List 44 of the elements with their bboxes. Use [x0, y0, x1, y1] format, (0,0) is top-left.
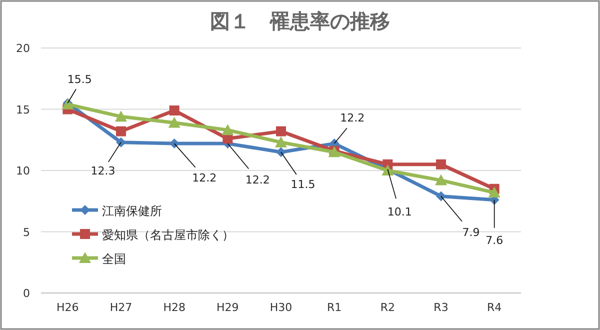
point [435, 174, 447, 186]
x-tick-label: H29 [216, 301, 239, 314]
point [488, 186, 500, 198]
x-tick-label: R3 [434, 301, 448, 314]
point [222, 124, 234, 136]
point [116, 137, 126, 148]
legend-item: 全国 [72, 252, 126, 266]
point [436, 191, 446, 202]
y-tick-label: 5 [23, 226, 30, 239]
legend-label: 愛知県（名古屋市除く） [102, 228, 234, 242]
data-label: 11.5 [290, 178, 316, 192]
y-tick-label: 0 [23, 287, 30, 300]
point [169, 105, 180, 116]
x-tick-label: H28 [163, 301, 186, 314]
data-label: 10.1 [387, 205, 412, 218]
point [436, 159, 446, 170]
x-tick-label: R4 [487, 301, 502, 314]
legend-label: 江南保健所 [102, 204, 162, 218]
y-tick-label: 15 [16, 103, 30, 116]
point [115, 110, 127, 122]
y-tick-label: 20 [16, 42, 30, 55]
point [275, 136, 287, 148]
x-tick-label: H26 [56, 301, 79, 314]
point [276, 147, 286, 158]
point [276, 126, 286, 136]
data-label: 12.2 [192, 172, 217, 185]
legend-item: 江南保健所 [72, 204, 162, 218]
x-tick-label: H30 [270, 301, 292, 314]
x-tick-label: R1 [327, 301, 342, 314]
data-label: 7.9 [462, 226, 480, 240]
x-tick-label: R2 [380, 301, 395, 314]
chart-title: 図１ 罹患率の推移 [210, 9, 390, 33]
legend-label: 全国 [102, 252, 126, 266]
legend-item: 愛知県（名古屋市除く） [72, 228, 234, 242]
point [168, 116, 180, 128]
data-label: 12.2 [245, 174, 270, 187]
data-label: 15.5 [67, 73, 92, 86]
data-label: 12.2 [340, 112, 365, 125]
data-label: 7.6 [486, 234, 504, 247]
point [116, 126, 126, 136]
point [169, 138, 180, 149]
data-label: 12.3 [90, 164, 116, 178]
x-tick-label: H27 [110, 301, 132, 314]
y-tick-label: 10 [16, 164, 30, 178]
